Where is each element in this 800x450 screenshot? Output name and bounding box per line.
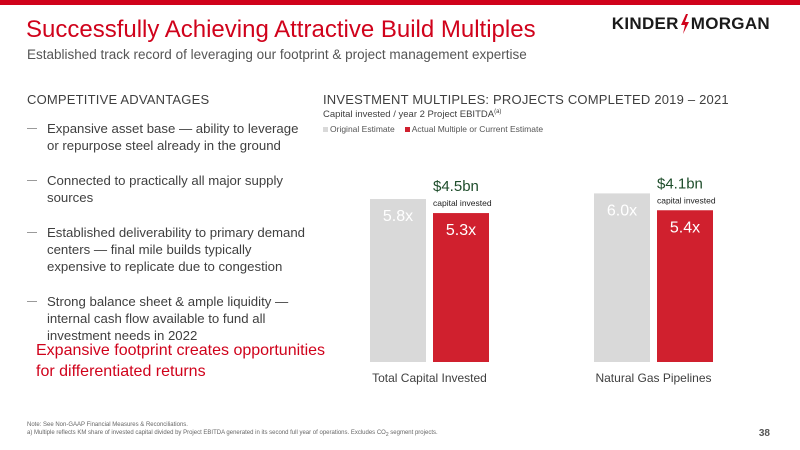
bullet-dash — [27, 301, 37, 302]
competitive-advantages-heading: COMPETITIVE ADVANTAGES — [27, 92, 210, 107]
bar-original-estimate — [370, 199, 426, 362]
logo-text-right: MORGAN — [690, 14, 770, 33]
bullet-dash — [27, 128, 37, 129]
bar-actual-multiple — [657, 210, 713, 362]
bullet-dash — [27, 232, 37, 233]
list-item: Connected to practically all major suppl… — [27, 172, 312, 206]
top-accent-rule — [0, 0, 800, 5]
footnote-a-text: a) Multiple reflects KM share of investe… — [27, 430, 386, 436]
chart-subheading: Capital invested / year 2 Project EBITDA… — [323, 109, 501, 120]
capital-invested-note: capital invested — [657, 195, 716, 205]
callout-text: Expansive footprint creates opportunitie… — [36, 342, 326, 380]
legend-label-actual: Actual Multiple or Current Estimate — [411, 124, 544, 134]
page-number: 38 — [758, 428, 770, 439]
footnote-a-text-end: segment projects. — [388, 430, 438, 436]
legend-swatch-original — [323, 126, 328, 132]
legend-item-original: Original Estimate — [323, 124, 395, 134]
logo-text-left: KINDER — [611, 14, 679, 33]
list-item-text: Expansive asset base — ability to levera… — [47, 121, 299, 153]
list-item: Expansive asset base — ability to levera… — [27, 120, 312, 154]
list-item-text: Connected to practically all major suppl… — [47, 173, 284, 205]
legend-label-original: Original Estimate — [330, 124, 395, 134]
footnote-marker: (a) — [494, 109, 502, 115]
page-title: Successfully Achieving Attractive Build … — [26, 16, 536, 43]
list-item-text: Established deliverability to primary de… — [47, 225, 306, 274]
bar-value-label: 6.0x — [607, 202, 637, 219]
bullet-dash — [27, 180, 37, 181]
capital-invested-amount: $4.5bn — [433, 178, 479, 195]
lightning-bolt-icon — [680, 14, 689, 34]
company-logo: KINDER MORGAN — [612, 14, 770, 34]
bar-value-label: 5.4x — [670, 219, 700, 236]
category-label: Total Capital Invested — [372, 371, 487, 385]
bar-value-label: 5.8x — [383, 208, 413, 225]
capital-invested-note: capital invested — [433, 198, 492, 208]
chart-subheading-text: Capital invested / year 2 Project EBITDA — [323, 109, 495, 121]
list-item-text: Strong balance sheet & ample liquidity —… — [47, 294, 289, 343]
bar-actual-multiple — [433, 213, 489, 362]
page-subtitle: Established track record of leveraging o… — [27, 47, 527, 62]
category-label: Natural Gas Pipelines — [595, 371, 711, 385]
bar-original-estimate — [594, 193, 650, 362]
footnote-note: Note: See Non-GAAP Financial Measures & … — [27, 422, 188, 428]
bar-value-label: 5.3x — [446, 222, 476, 239]
chart-legend: Original Estimate Actual Multiple or Cur… — [323, 124, 543, 134]
capital-invested-amount: $4.1bn — [657, 175, 703, 192]
advantages-list: Expansive asset base — ability to levera… — [27, 120, 312, 362]
chart-heading: INVESTMENT MULTIPLES: PROJECTS COMPLETED… — [323, 92, 729, 107]
list-item: Strong balance sheet & ample liquidity —… — [27, 293, 312, 344]
legend-swatch-actual — [404, 126, 410, 132]
list-item: Established deliverability to primary de… — [27, 224, 312, 275]
footnote-a-sub: 2 — [385, 432, 389, 439]
footnote-a: a) Multiple reflects KM share of investe… — [27, 430, 438, 438]
legend-item-actual: Actual Multiple or Current Estimate — [404, 124, 544, 134]
